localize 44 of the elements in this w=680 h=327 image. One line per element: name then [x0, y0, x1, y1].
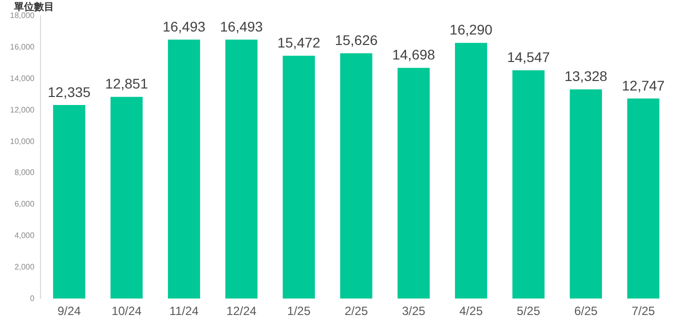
- y-tick-label: 18,000: [10, 11, 36, 20]
- y-axis-title: 單位數目: [13, 0, 54, 13]
- y-tick-label: 16,000: [10, 42, 36, 52]
- x-tick-label: 6/25: [574, 304, 598, 318]
- x-tick-label: 3/25: [402, 304, 426, 318]
- data-label: 12,747: [622, 77, 665, 94]
- x-tick-label: 11/24: [169, 304, 199, 318]
- data-label: 14,547: [507, 49, 550, 66]
- bar: [282, 56, 315, 299]
- x-tick-label: 1/25: [287, 304, 311, 318]
- bar: [110, 96, 143, 299]
- x-tick-label: 5/25: [516, 304, 540, 318]
- bar: [627, 98, 660, 299]
- y-tick-label: 12,000: [10, 105, 36, 114]
- data-label: 12,851: [105, 76, 148, 92]
- x-tick-label: 7/25: [632, 304, 656, 318]
- x-tick-label: 4/25: [459, 304, 484, 318]
- data-label: 15,472: [277, 34, 320, 51]
- data-label: 13,328: [564, 68, 608, 84]
- data-label: 14,698: [392, 46, 436, 63]
- x-tick-label: 10/24: [112, 304, 142, 318]
- data-label: 16,493: [220, 18, 264, 35]
- y-tick-label: 8,000: [14, 168, 36, 178]
- bar: [570, 89, 602, 299]
- data-label: 16,493: [162, 18, 206, 35]
- data-label: 12,335: [48, 84, 91, 100]
- bar: [53, 104, 86, 299]
- x-tick-label: 9/24: [57, 304, 82, 318]
- y-tick-label: 10,000: [10, 136, 36, 146]
- bar: [512, 70, 545, 299]
- data-label: 15,626: [334, 32, 378, 48]
- y-tick-label: 2,000: [14, 262, 36, 272]
- bar: [398, 68, 430, 299]
- bar: [340, 53, 372, 299]
- x-tick-label: 12/24: [226, 304, 257, 318]
- bar: [168, 40, 200, 299]
- y-tick-label: 14,000: [10, 74, 36, 84]
- data-label: 16,290: [450, 22, 493, 38]
- y-tick-label: 4,000: [14, 231, 36, 240]
- y-tick-label: 0: [30, 294, 36, 303]
- x-tick-label: 2/25: [344, 304, 368, 318]
- y-tick-label: 6,000: [14, 200, 36, 209]
- bar: [454, 42, 488, 299]
- bar: [225, 40, 258, 299]
